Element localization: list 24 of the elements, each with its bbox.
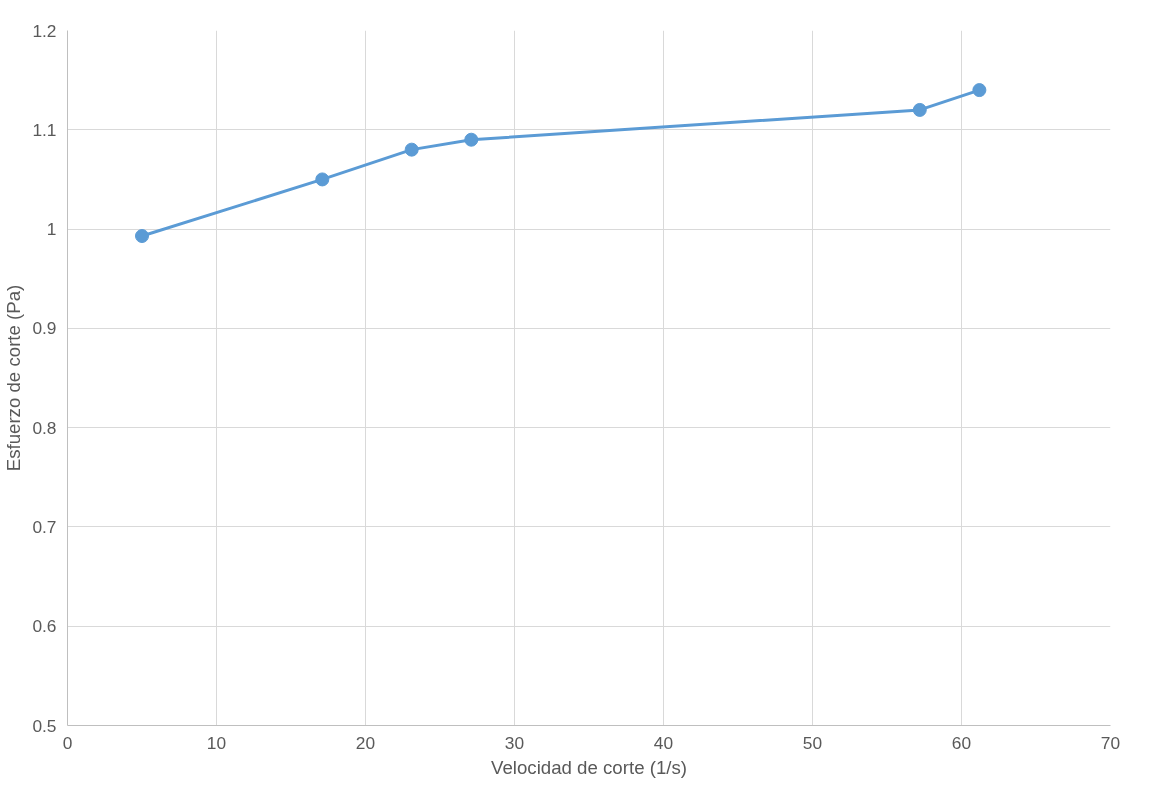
x-tick-label: 10 [206, 732, 227, 753]
x-tick-label: 70 [1100, 732, 1121, 753]
point [404, 142, 419, 157]
y-tick-label: 0.9 [32, 318, 57, 339]
y-tick-label: 0.5 [32, 715, 57, 736]
point [464, 132, 479, 147]
point [912, 102, 927, 117]
y-tick-label: 0.7 [32, 516, 57, 537]
x-tick-label: 50 [802, 732, 823, 753]
y-tick-label: 0.6 [32, 616, 57, 637]
x-tick-label: 20 [355, 732, 376, 753]
y-tick-label: 1.1 [32, 119, 57, 140]
point [135, 229, 149, 244]
x-axis-title: Velocidad de corte (1/s) [491, 756, 687, 778]
x-tick-label: 60 [951, 732, 972, 753]
x-tick-label: 30 [504, 732, 525, 753]
point [972, 83, 987, 98]
x-tick-label: 40 [653, 732, 674, 753]
point [315, 172, 330, 187]
y-tick-label: 1.2 [32, 20, 57, 41]
y-tick-label: 0.8 [32, 417, 57, 438]
y-tick-label: 1 [46, 219, 57, 240]
y-axis-title: Esfuerzo de corte (Pa) [3, 284, 25, 472]
x-tick-label: 0 [62, 732, 73, 753]
